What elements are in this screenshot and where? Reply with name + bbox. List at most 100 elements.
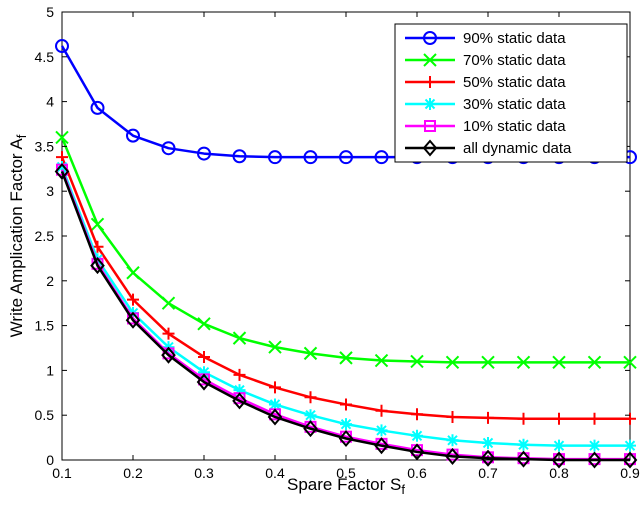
data-point [587, 451, 602, 469]
series-3 [56, 161, 636, 452]
data-point [622, 451, 638, 469]
data-point [233, 368, 246, 381]
data-point [624, 439, 636, 452]
data-point [55, 130, 69, 145]
data-point [233, 384, 246, 397]
data-point [54, 162, 70, 181]
data-point [552, 355, 566, 370]
data-point [90, 257, 105, 275]
data-point [304, 391, 317, 404]
x-tick-label: 0.9 [620, 465, 640, 481]
legend-label: 90% static data [463, 30, 566, 47]
legend-marker [424, 120, 436, 132]
data-point [196, 373, 212, 391]
legend-marker [423, 53, 437, 67]
data-point [411, 408, 423, 421]
data-point [161, 141, 176, 156]
x-tick-label: 0.8 [549, 465, 569, 481]
data-point [480, 449, 496, 467]
legend-label: 10% static data [463, 118, 566, 135]
data-point [338, 429, 354, 448]
x-tick-label: 0.6 [407, 465, 427, 481]
data-point [410, 354, 424, 369]
data-point [588, 439, 601, 452]
y-tick-label: 3 [46, 183, 54, 199]
data-point [197, 317, 211, 331]
data-point [161, 346, 176, 364]
data-point [126, 266, 140, 280]
data-point [303, 420, 318, 438]
data-point [268, 340, 282, 354]
legend-label: all dynamic data [463, 140, 572, 157]
legend: 90% static data 70% static data 50% static… [394, 23, 628, 163]
data-point [198, 350, 210, 363]
series-line [60, 171, 630, 462]
data-point [587, 355, 602, 370]
data-point [482, 411, 494, 424]
data-point [446, 434, 459, 447]
data-point [198, 366, 210, 379]
y-tick-label: 0.5 [35, 407, 55, 423]
y-tick-label: 4.5 [35, 49, 55, 65]
data-point [481, 355, 495, 370]
series-layer [54, 39, 638, 469]
legend-marker [422, 139, 438, 157]
data-point [445, 355, 460, 370]
data-point [623, 355, 637, 370]
y-tick-label: 1 [46, 362, 54, 378]
data-point [340, 398, 352, 411]
data-point [161, 296, 176, 310]
data-point [90, 217, 105, 232]
data-point [232, 149, 247, 164]
data-point [232, 331, 247, 345]
x-tick-label: 0.7 [478, 465, 498, 481]
x-tick-label: 0.3 [194, 465, 214, 481]
series-5 [54, 162, 638, 469]
data-point [339, 150, 353, 165]
data-point [517, 438, 530, 451]
y-tick-label: 5 [46, 4, 54, 20]
data-point [126, 128, 140, 143]
y-tick-label: 4 [46, 94, 54, 110]
axes-layer: 0.1 0.2 0.3 0.4 0.5 0.6 0.7 0.8 0.9 0 0.5 1 1.5 2 2.5 3… [7, 4, 640, 497]
legend-box [394, 23, 628, 163]
data-point [375, 404, 388, 417]
data-point [303, 346, 318, 361]
data-point [553, 412, 565, 425]
data-point [375, 424, 388, 437]
data-point [127, 293, 139, 306]
data-point [446, 410, 459, 423]
data-point [516, 355, 531, 370]
y-tick-label: 1.5 [35, 318, 55, 334]
legend-marker [423, 31, 437, 45]
x-tick-label: 0.1 [52, 465, 72, 481]
series-1 [55, 130, 637, 370]
data-point [304, 409, 317, 422]
data-point [125, 311, 141, 329]
data-point [90, 100, 105, 115]
legend-label: 30% static data [463, 96, 566, 113]
x-axis-label: Spare Factor Sf [287, 475, 405, 497]
data-point [517, 412, 530, 425]
data-point [374, 353, 389, 368]
data-point [269, 381, 281, 394]
data-point [340, 418, 352, 431]
x-tick-label: 0.5 [336, 465, 356, 481]
data-point [162, 327, 175, 340]
data-point [445, 447, 460, 465]
data-point [374, 437, 389, 455]
y-tick-label: 2.5 [35, 228, 55, 244]
data-point [197, 146, 211, 161]
data-point [551, 451, 567, 469]
legend-label: 70% static data [463, 52, 566, 69]
x-tick-label: 0.2 [123, 465, 143, 481]
data-point [269, 398, 281, 411]
series-2 [56, 151, 636, 425]
data-point [303, 150, 318, 165]
data-point [374, 150, 389, 165]
y-tick-label: 3.5 [35, 138, 55, 154]
data-point [553, 439, 565, 452]
data-point [267, 408, 283, 426]
data-point [56, 161, 68, 174]
